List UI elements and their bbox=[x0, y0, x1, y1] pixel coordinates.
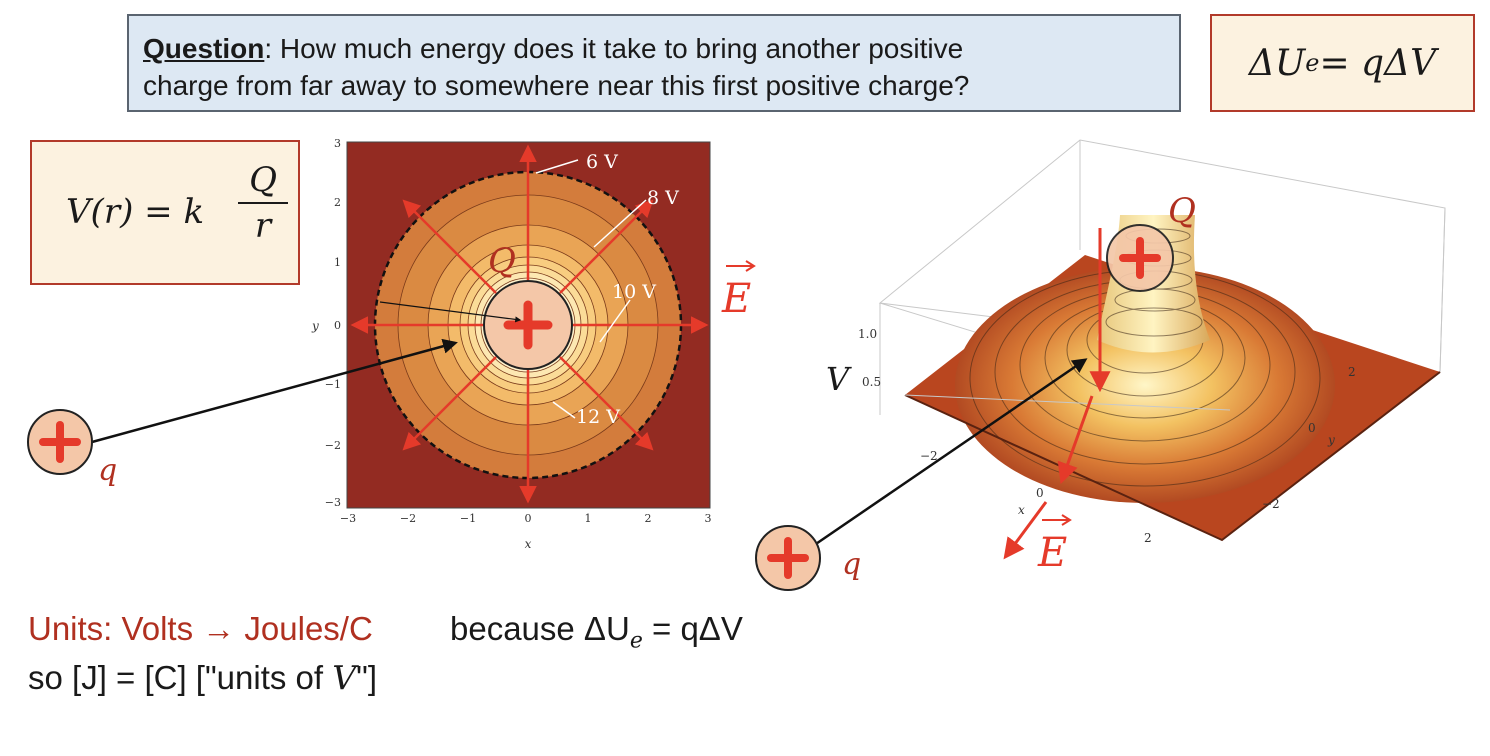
contour-x-tick: 3 bbox=[705, 512, 712, 525]
units-because-text: because ΔU bbox=[450, 610, 630, 647]
surface-x-label: x bbox=[1018, 503, 1025, 517]
contour-x-tick: −2 bbox=[400, 512, 416, 525]
surface-plot: V 1.0 0.5 2 0 y −2 −2 0 x 2 Q E bbox=[810, 140, 1445, 576]
units-because-rhs: = qΔV bbox=[643, 610, 743, 647]
surface-v-tick: 0.5 bbox=[862, 375, 881, 389]
contour-x-label: x bbox=[525, 537, 532, 551]
units-line2-end: "] bbox=[356, 659, 377, 696]
contour-y-tick: −2 bbox=[325, 439, 341, 452]
contour-label-8v: 8 V bbox=[647, 187, 679, 209]
surface-x-tick: 2 bbox=[1144, 531, 1152, 545]
contour-y-tick: 1 bbox=[334, 256, 341, 269]
contour-y-tick: −3 bbox=[325, 496, 341, 509]
contour-x-tick: 0 bbox=[525, 512, 532, 525]
contour-y-ticks: 3 2 1 0 −1 −2 −3 bbox=[325, 137, 341, 509]
surface-y-tick: −2 bbox=[1262, 497, 1280, 511]
surface-e-field-label: E bbox=[1037, 530, 1067, 576]
test-charge-right: q bbox=[756, 526, 861, 590]
surface-y-tick: 0 bbox=[1308, 421, 1316, 435]
surface-v-label: V bbox=[826, 360, 852, 398]
units-line1-because: because ΔUe = qΔV bbox=[450, 610, 743, 654]
surface-v-tick: 1.0 bbox=[858, 327, 877, 341]
contour-y-label: y bbox=[311, 319, 319, 333]
units-line2-var: V bbox=[332, 658, 356, 697]
vector-arrow-icon bbox=[1042, 515, 1070, 525]
surface-y-tick: 2 bbox=[1348, 365, 1356, 379]
contour-x-tick: 1 bbox=[585, 512, 592, 525]
vector-arrow-icon bbox=[726, 261, 754, 271]
surface-source-charge-label: Q bbox=[1168, 191, 1196, 231]
contour-y-tick: 2 bbox=[334, 196, 341, 209]
contour-label-12v: 12 V bbox=[576, 406, 620, 428]
test-charge-label: q bbox=[98, 453, 117, 488]
surface-x-tick: −2 bbox=[920, 449, 938, 463]
source-charge-label: Q bbox=[488, 241, 516, 281]
units-line2: so [J] = [C] ["units of V"] bbox=[28, 658, 377, 697]
units-line2-text: so [J] = [C] ["units of bbox=[28, 659, 332, 696]
contour-y-tick: 0 bbox=[334, 319, 341, 332]
contour-x-tick: −1 bbox=[460, 512, 476, 525]
contour-label-6v: 6 V bbox=[586, 151, 618, 173]
contour-plot: 3 2 1 0 −1 −2 −3 y −3 −2 −1 0 1 2 3 x bbox=[311, 137, 754, 551]
contour-y-tick: 3 bbox=[334, 137, 341, 150]
contour-y-tick: −1 bbox=[325, 378, 341, 391]
contour-x-tick: 2 bbox=[645, 512, 652, 525]
e-field-label: E bbox=[721, 276, 751, 322]
units-line1-prefix: Units: Volts → Joules/C bbox=[28, 610, 373, 648]
units-because-sub: e bbox=[630, 629, 643, 654]
contour-x-tick: −3 bbox=[340, 512, 356, 525]
surface-x-tick: 0 bbox=[1036, 486, 1044, 500]
surface-y-label: y bbox=[1327, 433, 1335, 447]
contour-label-10v: 10 V bbox=[612, 281, 656, 303]
test-charge-label-right: q bbox=[842, 547, 861, 582]
contour-x-ticks: −3 −2 −1 0 1 2 3 bbox=[340, 512, 712, 525]
